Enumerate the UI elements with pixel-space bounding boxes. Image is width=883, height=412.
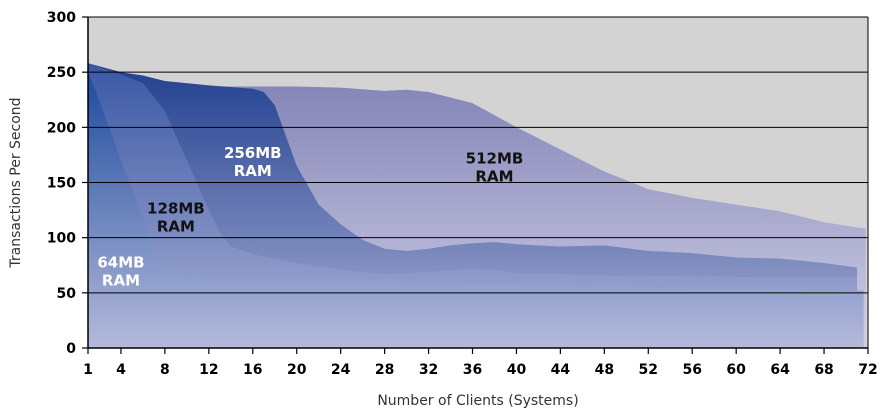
y-tick-label-200: 200 — [47, 120, 76, 136]
x-tick-label-32: 32 — [419, 362, 438, 378]
x-axis-title: Number of Clients (Systems) — [377, 393, 578, 409]
x-tick-label-44: 44 — [551, 362, 571, 378]
area-label-256mb-ram-line-1: 256MB — [224, 144, 282, 162]
x-tick-label-56: 56 — [682, 362, 701, 378]
area-label-64mb-ram-line-2: RAM — [102, 271, 140, 289]
x-tick-label-52: 52 — [639, 362, 658, 378]
x-tick-label-68: 68 — [814, 362, 833, 378]
series-layer — [88, 63, 866, 349]
series-area-64mb-ram — [88, 72, 864, 348]
x-tick-label-12: 12 — [199, 362, 218, 378]
x-tick-label-4: 4 — [116, 362, 126, 378]
area-label-256mb-ram-line-2: RAM — [234, 162, 272, 180]
x-tick-label-48: 48 — [595, 362, 614, 378]
area-label-512mb-ram-line-2: RAM — [475, 168, 513, 186]
y-tick-label-50: 50 — [57, 286, 77, 302]
x-tick-label-40: 40 — [507, 362, 527, 378]
area-label-64mb-ram-line-1: 64MB — [97, 253, 144, 271]
y-axis-title: Transactions Per Second — [8, 97, 24, 268]
y-tick-label-250: 250 — [47, 65, 76, 81]
x-tick-label-1: 1 — [83, 362, 93, 378]
x-tick-label-72: 72 — [858, 362, 877, 378]
x-tick-label-64: 64 — [770, 362, 790, 378]
x-tick-label-60: 60 — [726, 362, 746, 378]
area-label-128mb-ram-line-1: 128MB — [147, 199, 205, 217]
area-label-128mb-ram-line-2: RAM — [157, 217, 195, 235]
x-tick-label-8: 8 — [160, 362, 170, 378]
y-tick-label-150: 150 — [47, 176, 76, 192]
y-tick-label-300: 300 — [47, 10, 76, 26]
x-tick-label-16: 16 — [243, 362, 262, 378]
y-tick-label-0: 0 — [66, 341, 76, 357]
series-area-128mb-ram — [88, 63, 857, 349]
area-label-512mb-ram-line-1: 512MB — [466, 150, 524, 168]
x-tick-label-36: 36 — [463, 362, 482, 378]
y-tick-label-100: 100 — [47, 231, 76, 247]
x-tick-label-24: 24 — [331, 362, 351, 378]
x-tick-label-20: 20 — [287, 362, 307, 378]
x-tick-label-28: 28 — [375, 362, 394, 378]
